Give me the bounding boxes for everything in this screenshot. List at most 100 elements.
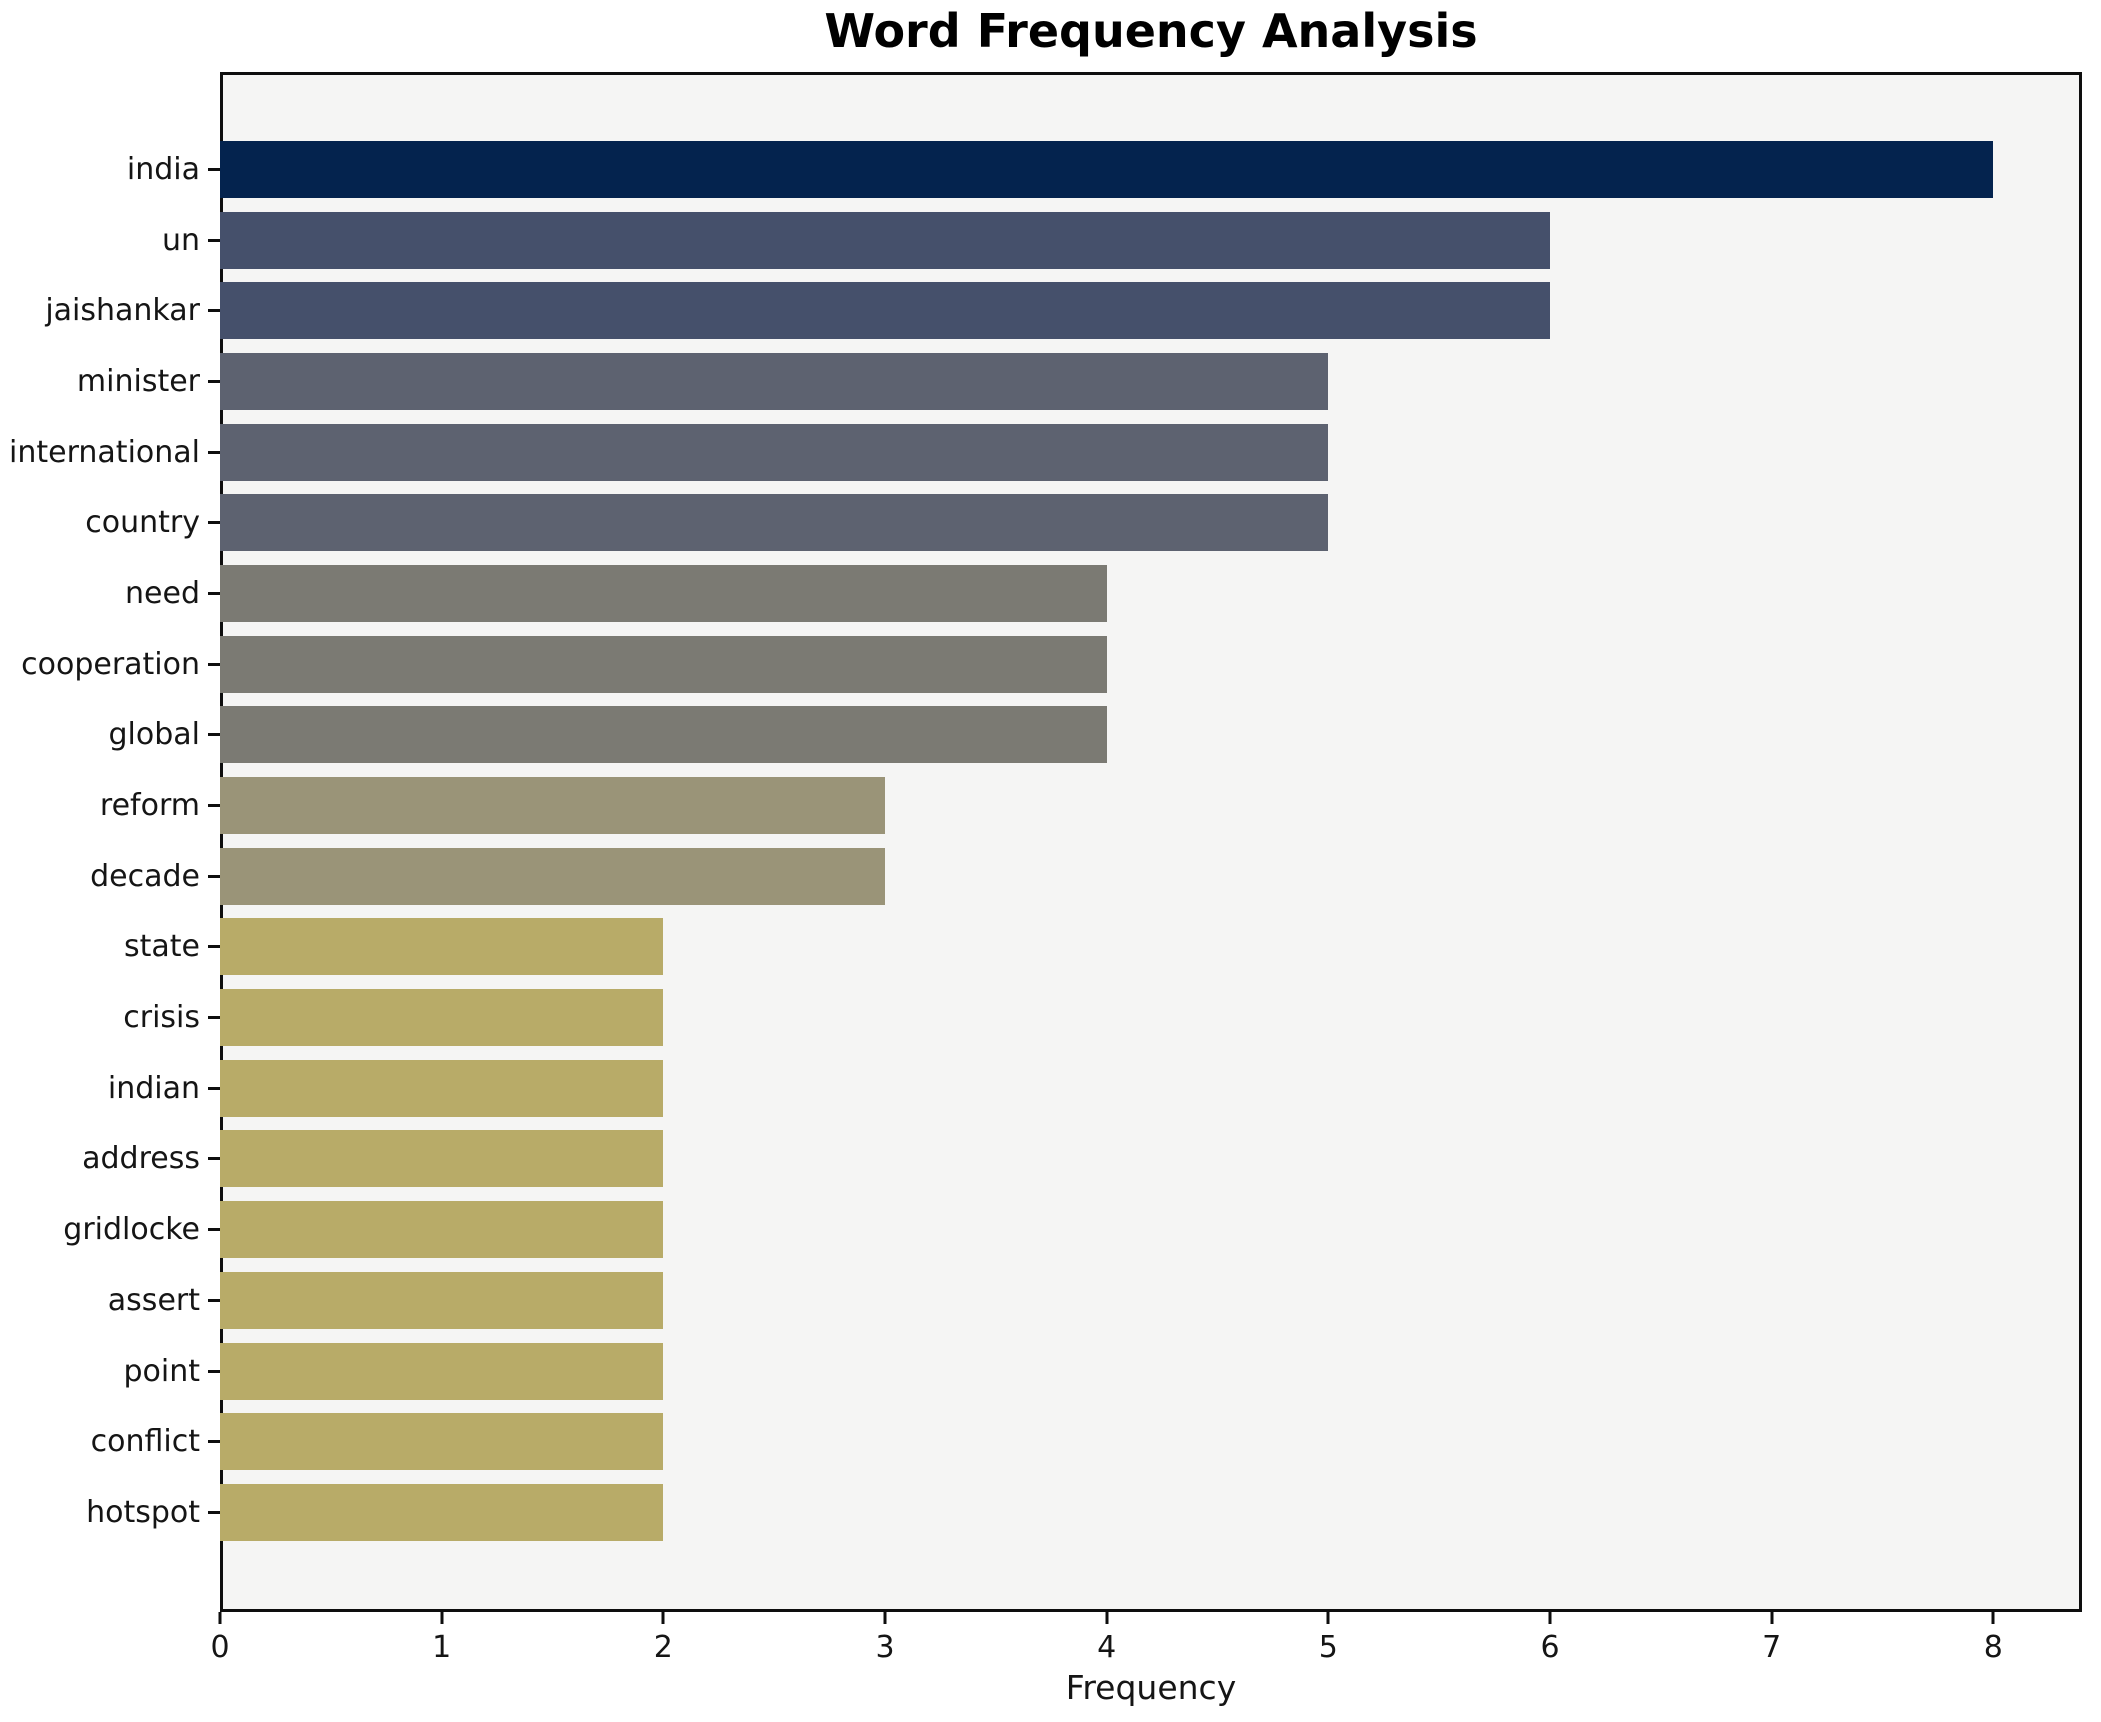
frequency-bar <box>220 140 1994 198</box>
bars-container: india un jaishankar minister international co… <box>0 72 2082 1612</box>
bar-row: conflict <box>0 1406 2082 1477</box>
category-label: crisis <box>123 1000 200 1036</box>
bar-row: international <box>0 417 2082 488</box>
frequency-bar <box>220 1483 664 1541</box>
bar-row: crisis <box>0 982 2082 1053</box>
x-tick-mark <box>1548 1612 1552 1624</box>
category-label: gridlocke <box>63 1212 200 1248</box>
x-tick-label: 7 <box>1762 1630 1782 1665</box>
frequency-bar <box>220 1271 664 1329</box>
y-tick-mark <box>208 1157 220 1161</box>
y-tick-mark <box>208 591 220 595</box>
x-axis-label: Frequency <box>1065 1668 1237 1707</box>
category-label: state <box>124 929 200 965</box>
bar-row: state <box>0 912 2082 983</box>
y-tick-mark <box>208 1086 220 1090</box>
bar-row: assert <box>0 1265 2082 1336</box>
bar-row: jaishankar <box>0 275 2082 346</box>
x-tick-mark <box>661 1612 665 1624</box>
category-label: cooperation <box>21 646 200 682</box>
bar-row: country <box>0 487 2082 558</box>
y-tick-mark <box>208 1510 220 1514</box>
x-tick-label: 5 <box>1318 1630 1338 1665</box>
frequency-bar <box>220 777 885 835</box>
x-tick-mark <box>1326 1612 1330 1624</box>
bar-row: hotspot <box>0 1477 2082 1548</box>
x-tick-label: 2 <box>653 1630 673 1665</box>
category-label: un <box>161 222 200 258</box>
y-tick-mark <box>208 1016 220 1020</box>
y-tick-mark <box>208 945 220 949</box>
bar-row: un <box>0 205 2082 276</box>
frequency-bar <box>220 989 664 1047</box>
frequency-bar <box>220 847 885 905</box>
x-tick-mark <box>440 1612 444 1624</box>
category-label: address <box>82 1141 200 1177</box>
bar-row: indian <box>0 1053 2082 1124</box>
frequency-bar <box>220 564 1107 622</box>
y-tick-mark <box>208 238 220 242</box>
frequency-bar <box>220 1413 664 1471</box>
x-tick-mark <box>1770 1612 1774 1624</box>
frequency-bar <box>220 282 1550 340</box>
bar-row: need <box>0 558 2082 629</box>
frequency-bar <box>220 918 664 976</box>
category-label: conflict <box>90 1424 200 1460</box>
bar-row: cooperation <box>0 629 2082 700</box>
x-tick-label: 0 <box>210 1630 230 1665</box>
frequency-bar <box>220 1342 664 1400</box>
category-label: india <box>126 151 200 187</box>
x-tick-label: 3 <box>875 1630 895 1665</box>
x-tick-mark <box>883 1612 887 1624</box>
x-axis: 0 1 2 3 4 5 6 7 8 <box>210 1612 2082 1682</box>
x-tick-mark <box>218 1612 222 1624</box>
bar-row: gridlocke <box>0 1194 2082 1265</box>
bar-row: address <box>0 1124 2082 1195</box>
category-label: minister <box>76 363 200 399</box>
y-tick-mark <box>208 804 220 808</box>
y-tick-mark <box>208 1228 220 1232</box>
frequency-bar <box>220 494 1329 552</box>
y-tick-mark <box>208 521 220 525</box>
x-tick-label: 6 <box>1540 1630 1560 1665</box>
x-tick-label: 1 <box>432 1630 452 1665</box>
y-tick-mark <box>208 309 220 313</box>
y-tick-mark <box>208 733 220 737</box>
frequency-bar <box>220 1130 664 1188</box>
category-label: need <box>125 575 200 611</box>
x-tick-mark <box>1105 1612 1109 1624</box>
frequency-bar <box>220 352 1329 410</box>
y-tick-mark <box>208 1440 220 1444</box>
x-tick-label: 8 <box>1983 1630 2003 1665</box>
category-label: international <box>9 434 200 470</box>
x-tick-label: 4 <box>1097 1630 1117 1665</box>
x-tick-mark <box>1991 1612 1995 1624</box>
bar-row: india <box>0 134 2082 205</box>
category-label: reform <box>99 788 200 824</box>
y-tick-mark <box>208 1298 220 1302</box>
y-tick-mark <box>208 874 220 878</box>
chart-title: Word Frequency Analysis <box>824 4 1478 58</box>
frequency-bar <box>220 423 1329 481</box>
y-tick-mark <box>208 379 220 383</box>
category-label: decade <box>90 858 200 894</box>
category-label: country <box>85 505 200 541</box>
category-label: hotspot <box>86 1494 200 1530</box>
frequency-bar <box>220 211 1550 269</box>
y-tick-mark <box>208 450 220 454</box>
y-tick-mark <box>208 167 220 171</box>
frequency-bar <box>220 706 1107 764</box>
y-tick-mark <box>208 662 220 666</box>
frequency-bar <box>220 1201 664 1259</box>
bar-row: point <box>0 1336 2082 1407</box>
category-label: point <box>123 1353 200 1389</box>
frequency-bar <box>220 635 1107 693</box>
bar-row: minister <box>0 346 2082 417</box>
category-label: jaishankar <box>45 293 200 329</box>
bar-row: reform <box>0 770 2082 841</box>
frequency-bar <box>220 1059 664 1117</box>
bar-row: decade <box>0 841 2082 912</box>
bar-row: global <box>0 700 2082 771</box>
y-tick-mark <box>208 1369 220 1373</box>
